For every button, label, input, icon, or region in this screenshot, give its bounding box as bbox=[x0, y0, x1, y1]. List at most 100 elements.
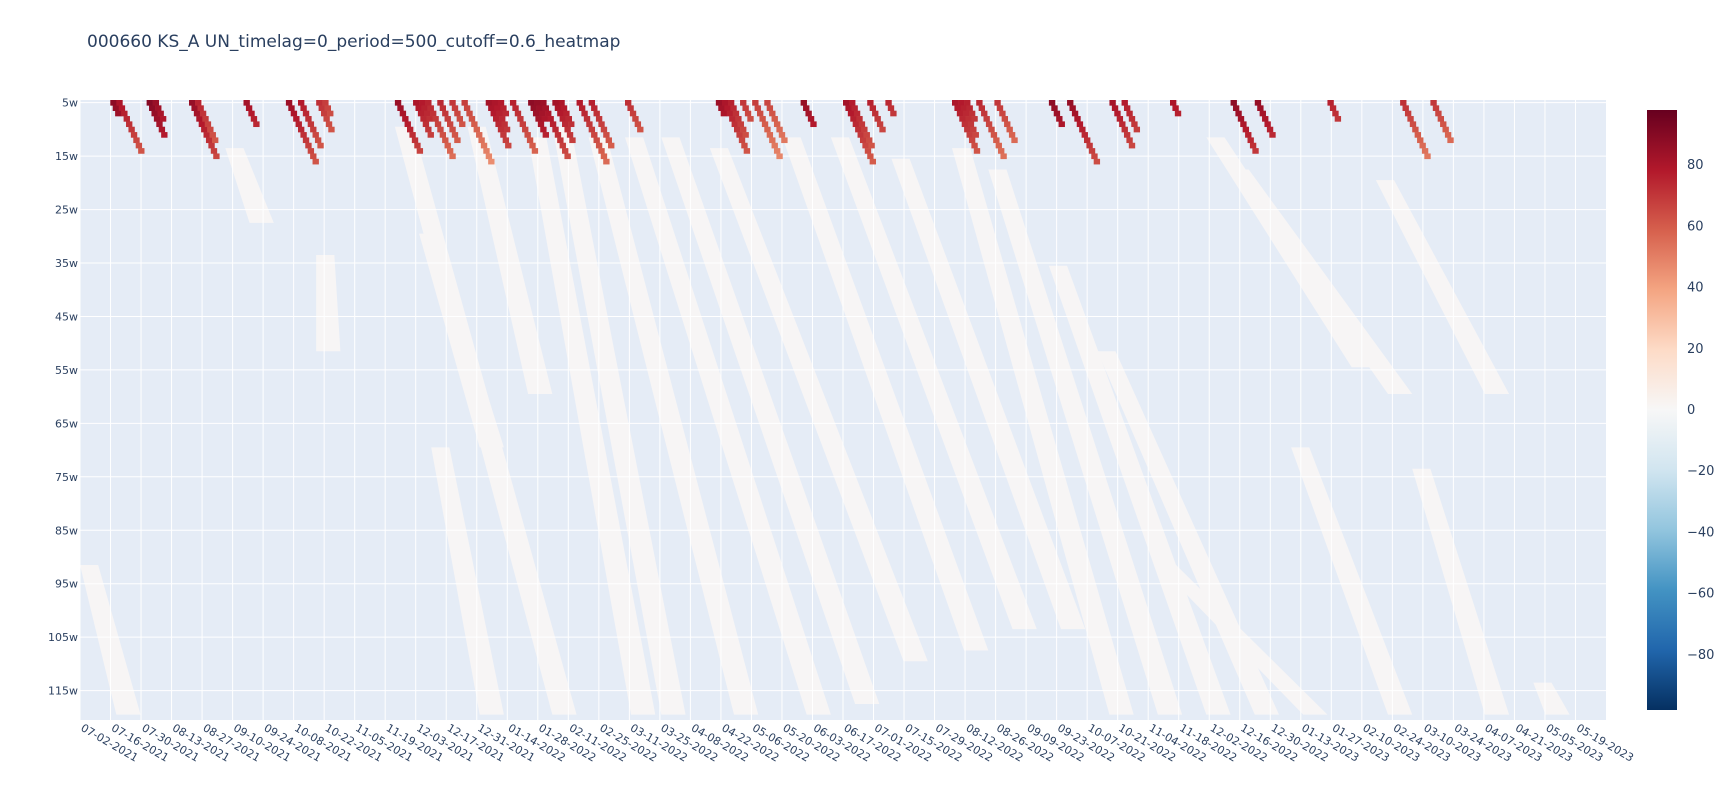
heatmap-cell bbox=[449, 100, 456, 106]
heatmap-cell bbox=[325, 121, 333, 128]
heatmap-cell bbox=[488, 158, 495, 165]
heatmap-cell bbox=[603, 132, 610, 138]
heatmap-cell bbox=[803, 105, 810, 111]
heatmap-cell bbox=[557, 137, 564, 144]
heatmap-cell bbox=[1081, 132, 1088, 138]
heatmap-cell bbox=[1006, 126, 1013, 133]
heatmap-cell bbox=[439, 132, 447, 138]
heatmap-cell bbox=[588, 100, 596, 106]
heatmap-cell bbox=[964, 100, 971, 106]
heatmap-cell bbox=[890, 110, 897, 117]
heatmap-cell bbox=[285, 100, 293, 106]
chart-title: 000660 KS_A UN_timelag=0_period=500_cuto… bbox=[87, 32, 621, 52]
heatmap-cell bbox=[1121, 126, 1128, 133]
heatmap-cell bbox=[199, 110, 207, 117]
heatmap-cell bbox=[540, 126, 547, 133]
heatmap-cell bbox=[866, 137, 873, 144]
heatmap-cell bbox=[288, 105, 295, 111]
heatmap-cell bbox=[307, 121, 315, 128]
heatmap-cell bbox=[442, 137, 449, 144]
heatmap-cell bbox=[316, 100, 323, 106]
heatmap-cell bbox=[1257, 105, 1264, 111]
heatmap-cell bbox=[741, 142, 748, 149]
heatmap-cell bbox=[128, 126, 135, 133]
heatmap-cell bbox=[156, 121, 163, 128]
heatmap-cell bbox=[198, 121, 206, 128]
heatmap-cell bbox=[847, 110, 855, 117]
zero-band bbox=[782, 137, 989, 651]
heatmap-cell bbox=[126, 121, 133, 128]
colorbar-ticks: 80 60 40 20 0 −20 −40 −60 −80 bbox=[1687, 158, 1714, 663]
heatmap-cell bbox=[307, 148, 315, 154]
heatmap-cell bbox=[634, 121, 642, 128]
heatmap-cell bbox=[399, 110, 407, 117]
heatmap-cell bbox=[872, 110, 879, 117]
heatmap-cell bbox=[524, 132, 531, 138]
heatmap-cell bbox=[409, 132, 416, 138]
heatmap-cell bbox=[407, 126, 414, 133]
heatmap-cell bbox=[519, 121, 526, 128]
heatmap-cell bbox=[988, 126, 995, 133]
heatmap-cell bbox=[1442, 126, 1449, 133]
heatmap-cell bbox=[805, 110, 812, 117]
heatmap-cell bbox=[437, 126, 444, 133]
heatmap-cell bbox=[1409, 121, 1417, 128]
heatmap-cell bbox=[747, 116, 754, 122]
heatmap-cell bbox=[205, 137, 213, 144]
zero-band bbox=[1157, 565, 1328, 715]
heatmap-cell bbox=[985, 121, 993, 128]
heatmap-cell bbox=[110, 100, 117, 106]
heatmap-cell bbox=[1329, 105, 1337, 111]
heatmap-cell bbox=[576, 100, 583, 106]
heatmap-cell bbox=[496, 110, 503, 117]
heatmap-cell bbox=[158, 126, 166, 133]
heatmap-cell bbox=[461, 100, 468, 106]
y-tick-label: 65w bbox=[55, 417, 78, 430]
heatmap-cell bbox=[1237, 116, 1245, 122]
colorbar-tick-label: 0 bbox=[1687, 403, 1695, 418]
heatmap-cell bbox=[478, 137, 485, 144]
zero-band bbox=[1375, 180, 1510, 394]
heatmap-cell bbox=[754, 105, 761, 111]
heatmap-cell bbox=[637, 126, 644, 133]
heatmap-cell bbox=[588, 126, 596, 133]
heatmap-cell bbox=[415, 105, 422, 111]
heatmap-cell bbox=[328, 126, 335, 133]
heatmap-cell bbox=[862, 142, 869, 149]
heatmap-cell bbox=[1011, 137, 1018, 144]
heatmap-cell bbox=[764, 126, 771, 133]
heatmap-cell bbox=[869, 158, 876, 165]
y-axis: 5w 15w 25w 35w 45w 55w 65w 75w 85w 95w 105w 115w bbox=[48, 97, 78, 698]
heatmap-cell bbox=[522, 126, 529, 133]
heatmap-cell bbox=[737, 121, 744, 128]
heatmap-cell bbox=[578, 105, 586, 111]
heatmap-cell bbox=[425, 126, 432, 133]
heatmap-cell bbox=[312, 132, 319, 138]
heatmap-cell bbox=[422, 121, 430, 128]
heatmap-cell bbox=[1067, 100, 1074, 106]
heatmap-cell bbox=[323, 116, 330, 122]
heatmap-cell bbox=[766, 132, 774, 138]
heatmap-cell bbox=[1435, 110, 1442, 117]
heatmap-cell bbox=[1240, 121, 1247, 128]
heatmap-cell bbox=[488, 105, 495, 111]
heatmap-cell bbox=[629, 110, 637, 117]
heatmap-cell bbox=[1249, 142, 1257, 149]
heatmap-cell bbox=[152, 100, 160, 106]
heatmap-cell bbox=[593, 110, 600, 117]
heatmap-cell bbox=[564, 126, 571, 133]
heatmap-cell bbox=[426, 116, 433, 122]
zero-band bbox=[431, 447, 504, 715]
colorbar-tick-label: −40 bbox=[1687, 525, 1714, 540]
heatmap-cell bbox=[512, 105, 519, 111]
heatmap-cell bbox=[503, 126, 511, 133]
heatmap-cell bbox=[853, 110, 861, 117]
heatmap-cell bbox=[554, 105, 562, 111]
heatmap-cell bbox=[1084, 137, 1091, 144]
heatmap-cell bbox=[497, 100, 505, 106]
heatmap-cell bbox=[769, 110, 776, 117]
heatmap-cell bbox=[764, 100, 771, 106]
heatmap-cell bbox=[451, 132, 459, 138]
heatmap-cell bbox=[972, 132, 979, 138]
heatmap-cell bbox=[959, 116, 966, 122]
